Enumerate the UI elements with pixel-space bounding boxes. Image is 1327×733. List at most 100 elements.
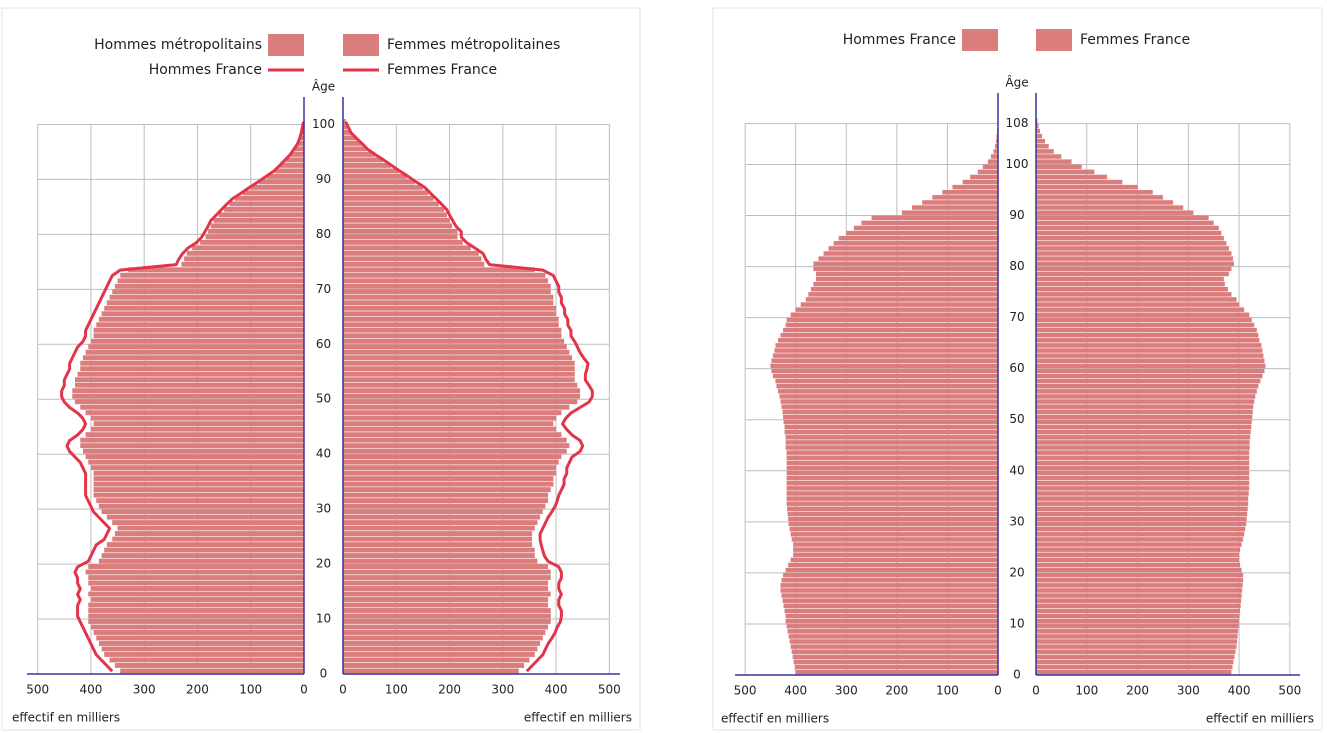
bar bbox=[1036, 567, 1242, 573]
bar bbox=[343, 173, 407, 179]
bar bbox=[343, 300, 554, 306]
y-tick-label: 0 bbox=[320, 667, 328, 681]
bar bbox=[343, 294, 554, 300]
bar bbox=[343, 591, 551, 597]
bar bbox=[343, 245, 471, 251]
bar bbox=[853, 225, 998, 231]
bar bbox=[343, 228, 458, 234]
bar bbox=[343, 613, 551, 619]
y-tick-label: 10 bbox=[1009, 616, 1024, 630]
bar bbox=[343, 267, 535, 273]
bar bbox=[789, 526, 998, 532]
bar bbox=[343, 536, 533, 542]
bar bbox=[996, 133, 998, 139]
bar bbox=[343, 190, 429, 196]
bar bbox=[793, 552, 998, 557]
y-tick-label: 60 bbox=[316, 337, 331, 351]
bar bbox=[343, 272, 546, 278]
bar bbox=[1036, 455, 1250, 460]
bar bbox=[1036, 332, 1259, 338]
bar bbox=[1036, 649, 1236, 654]
bar bbox=[343, 355, 573, 361]
bar bbox=[343, 201, 439, 207]
bar bbox=[808, 292, 998, 297]
bar bbox=[343, 256, 482, 262]
x-tick-label: 300 bbox=[133, 683, 156, 697]
bar bbox=[1036, 322, 1255, 328]
legend-swatch bbox=[962, 29, 998, 51]
bar bbox=[90, 597, 304, 602]
y-tick-label: 0 bbox=[1013, 668, 1021, 682]
bar bbox=[343, 597, 549, 602]
bar bbox=[785, 435, 998, 440]
bar bbox=[993, 149, 998, 154]
bar bbox=[1036, 164, 1082, 169]
bar bbox=[1036, 220, 1214, 226]
bar bbox=[1036, 629, 1239, 634]
bar bbox=[1036, 353, 1264, 358]
bar bbox=[793, 659, 998, 665]
bar bbox=[343, 327, 562, 333]
bar bbox=[1036, 424, 1252, 430]
bar bbox=[343, 421, 554, 427]
bar bbox=[343, 542, 533, 548]
bar bbox=[98, 641, 305, 646]
bar bbox=[901, 210, 998, 215]
bar bbox=[1036, 287, 1228, 292]
bar bbox=[343, 624, 549, 630]
bar bbox=[813, 266, 998, 272]
x-tick-label: 200 bbox=[438, 683, 461, 697]
bar bbox=[784, 424, 998, 430]
bar bbox=[343, 569, 551, 575]
bar bbox=[1036, 302, 1240, 307]
bar bbox=[343, 481, 554, 487]
bar bbox=[343, 289, 551, 295]
legend-label: Femmes métropolitaines bbox=[387, 37, 560, 53]
bar bbox=[82, 448, 304, 454]
bar bbox=[85, 349, 304, 355]
bar bbox=[114, 531, 305, 537]
y-tick-label: 90 bbox=[316, 172, 331, 186]
bar bbox=[93, 333, 304, 339]
x-tick-label: 400 bbox=[1228, 684, 1251, 698]
bar bbox=[294, 146, 304, 152]
bar bbox=[343, 459, 559, 465]
bar bbox=[343, 426, 557, 432]
bar bbox=[783, 414, 998, 420]
bar bbox=[343, 586, 549, 591]
bar bbox=[1036, 118, 1038, 124]
bar bbox=[200, 239, 304, 245]
bar bbox=[782, 598, 998, 603]
y-tick-label: 70 bbox=[1009, 310, 1024, 324]
bar bbox=[813, 281, 998, 287]
bar bbox=[1036, 256, 1233, 261]
bar bbox=[1036, 261, 1234, 266]
bar bbox=[1036, 363, 1266, 369]
bar bbox=[128, 267, 304, 273]
bar bbox=[343, 157, 383, 163]
bar bbox=[1036, 618, 1240, 624]
bar bbox=[90, 338, 304, 344]
bar bbox=[828, 246, 998, 251]
bar bbox=[109, 657, 304, 663]
y-tick-label: 10 bbox=[316, 612, 331, 626]
bar bbox=[1036, 404, 1254, 409]
x-tick-label: 300 bbox=[491, 683, 514, 697]
bar bbox=[1036, 470, 1250, 476]
bar bbox=[343, 360, 575, 366]
bar bbox=[912, 205, 998, 210]
bar bbox=[343, 316, 559, 322]
bar bbox=[343, 217, 450, 223]
bar bbox=[790, 644, 998, 649]
bar bbox=[1036, 327, 1257, 333]
bar bbox=[1036, 481, 1250, 486]
bar bbox=[343, 635, 543, 641]
bar bbox=[771, 358, 998, 363]
bar bbox=[85, 569, 304, 575]
bar bbox=[823, 251, 998, 256]
bar bbox=[343, 118, 346, 124]
bar bbox=[343, 580, 549, 586]
bar bbox=[1036, 547, 1241, 552]
bar bbox=[790, 312, 998, 318]
bar bbox=[772, 373, 998, 379]
